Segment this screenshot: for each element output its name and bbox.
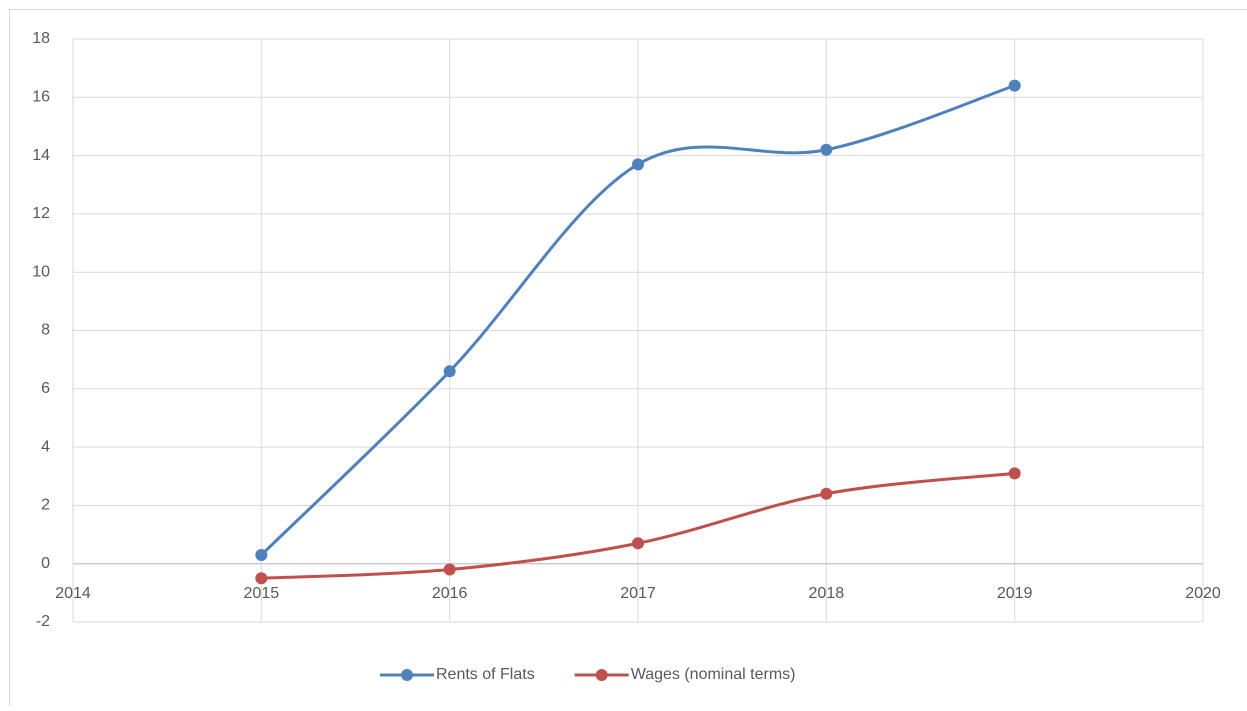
y-tick-label: 16 [32, 89, 50, 106]
data-point [1009, 80, 1021, 92]
y-tick-label: 10 [32, 263, 50, 280]
data-point [255, 549, 267, 561]
x-tick-label: 2016 [432, 585, 468, 602]
x-tick-label: 2019 [997, 585, 1033, 602]
legend-marker [596, 669, 608, 681]
y-tick-label: 12 [32, 205, 50, 222]
data-point [1009, 467, 1021, 479]
y-tick-label: 6 [41, 380, 50, 397]
y-tick-label: 2 [41, 497, 50, 514]
y-tick-label: 14 [32, 147, 50, 164]
y-tick-label: 4 [41, 438, 50, 455]
legend-label: Wages (nominal terms) [631, 666, 796, 683]
y-tick-label: 18 [32, 30, 50, 47]
x-tick-label: 2020 [1185, 585, 1221, 602]
y-tick-label: 8 [41, 322, 50, 339]
x-tick-label: 2014 [55, 585, 91, 602]
data-point [444, 365, 456, 377]
data-point [255, 572, 267, 584]
y-tick-label: -2 [36, 613, 50, 630]
x-tick-label: 2017 [620, 585, 656, 602]
data-point [444, 564, 456, 576]
data-point [820, 144, 832, 156]
legend-marker [401, 669, 413, 681]
x-tick-label: 2015 [244, 585, 280, 602]
x-tick-label: 2018 [809, 585, 845, 602]
data-point [632, 537, 644, 549]
data-point [632, 158, 644, 170]
y-tick-label: 0 [41, 555, 50, 572]
data-point [820, 488, 832, 500]
legend-label: Rents of Flats [436, 666, 535, 683]
